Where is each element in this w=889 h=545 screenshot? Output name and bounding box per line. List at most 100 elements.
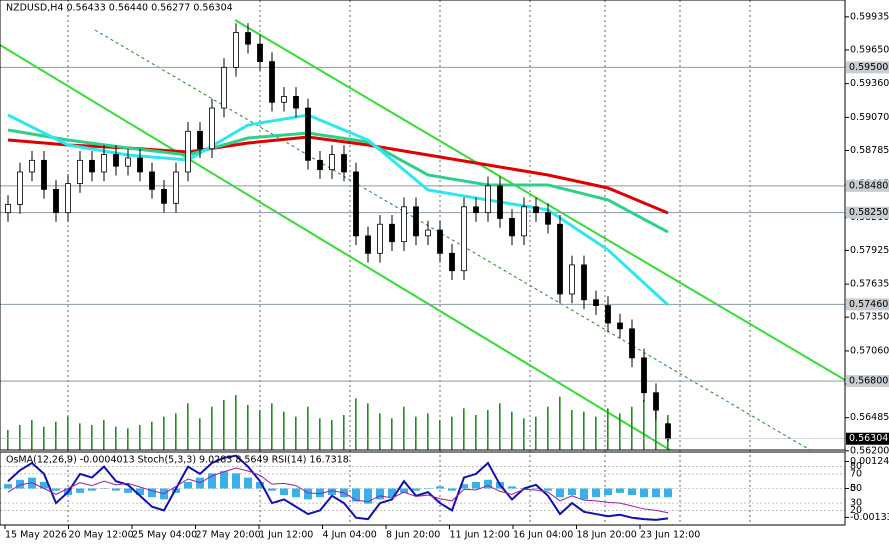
osma-bar [472, 481, 480, 489]
candle-body [521, 206, 527, 237]
volume-bar [619, 413, 621, 450]
y-tick-label: 0.59650 [850, 44, 889, 55]
volume-bar [559, 396, 561, 450]
current-price-label: 0.56304 [849, 433, 888, 444]
y-tick-label: 0.56200 [850, 445, 889, 456]
candle-body [641, 357, 647, 394]
osma-bar [424, 488, 432, 489]
volume-bar [151, 421, 153, 450]
osma-bar [124, 488, 132, 493]
candle-body [269, 61, 275, 103]
level-label-box [846, 375, 889, 388]
volume-bar [139, 425, 141, 450]
osma-bar [112, 488, 120, 491]
candle-body [581, 264, 587, 301]
volume-bar [223, 400, 225, 450]
candle-body [629, 328, 635, 359]
candle-body [497, 185, 503, 219]
volume-bar [487, 410, 489, 450]
x-tick-label: 16 Jun 04:00 [513, 530, 573, 541]
candle-body [365, 235, 371, 254]
candle-body [281, 96, 287, 103]
volume-bar [331, 420, 333, 450]
candle-body [437, 229, 443, 254]
candle-body [173, 171, 179, 204]
candle-body [125, 157, 131, 167]
osma-bar [4, 484, 12, 489]
x-tick-label: 11 Jun 12:00 [450, 530, 510, 541]
volume-bar [535, 416, 537, 450]
osma-bar [376, 488, 384, 500]
osma-bar [184, 481, 192, 489]
candle-body [209, 107, 215, 150]
osma-bar [16, 479, 24, 489]
volume-bar [355, 398, 357, 450]
volume-bar [427, 413, 429, 450]
volume-bar [307, 406, 309, 450]
volume-bar [67, 416, 69, 450]
candle-body [257, 43, 263, 62]
volume-bar [451, 416, 453, 450]
candle-body [389, 223, 395, 243]
osma-bar [556, 488, 564, 498]
candle-body [605, 305, 611, 324]
current-price-box [846, 432, 889, 445]
level-label: 0.58250 [849, 207, 888, 218]
candle-body [53, 188, 59, 214]
osma-bar [352, 488, 360, 502]
level-label-box [846, 61, 889, 74]
y-tick-label: 0.58785 [850, 145, 889, 156]
candle-body [17, 171, 23, 205]
volume-bar [415, 416, 417, 450]
level-label: 0.57460 [849, 299, 888, 310]
osma-bar [280, 488, 288, 496]
osma-bar [616, 488, 624, 493]
candle-body [245, 32, 251, 45]
volume-bar [439, 420, 441, 450]
level-label: 0.58480 [849, 180, 888, 191]
x-tick-label: 4 Jun 04:00 [323, 530, 377, 541]
level-label: 0.56800 [849, 376, 888, 387]
candle-body [197, 130, 203, 150]
candle-body [77, 159, 83, 184]
osma-bar [220, 471, 228, 489]
volume-bar [79, 423, 81, 450]
indicator-tick-label: 20 [850, 505, 862, 516]
osma-bar [328, 488, 336, 496]
osma-bar [364, 488, 372, 504]
osma-bar [412, 488, 420, 491]
indicator-tick-label: 70 [850, 468, 862, 479]
x-tick-label: 15 May 2026 [5, 530, 67, 541]
volume-bar [91, 425, 93, 450]
volume-bar [19, 425, 21, 450]
channel-mid [94, 29, 811, 451]
indicator-tick-label: 30 [850, 498, 862, 509]
osma-bar [40, 481, 48, 489]
channel-upper [234, 19, 846, 381]
osma-bar [208, 473, 216, 489]
candle-body [377, 223, 383, 254]
y-tick-label: 0.57925 [850, 245, 889, 256]
y-tick-label: 0.59935 [850, 11, 889, 22]
candle-body [185, 130, 191, 173]
volume-bar [403, 406, 405, 450]
volume-bar [55, 421, 57, 450]
level-label-box [846, 298, 889, 311]
volume-bar [595, 416, 597, 450]
volume-bar [583, 411, 585, 450]
osma-bar [568, 488, 576, 496]
osma-bar [508, 486, 516, 489]
volume-bar [343, 415, 345, 450]
volume-bar [655, 403, 657, 450]
osma-tick-label: 0 [850, 483, 856, 494]
volume-bar [631, 406, 633, 450]
y-tick-label: 0.57350 [850, 312, 889, 323]
osma-bar [544, 488, 552, 491]
y-tick-label: 0.57635 [850, 279, 889, 290]
candle-body [593, 299, 599, 306]
channel-lower [0, 44, 671, 451]
candle-body [533, 206, 539, 214]
rsi-line [7, 467, 669, 514]
osma-bar [580, 488, 588, 500]
